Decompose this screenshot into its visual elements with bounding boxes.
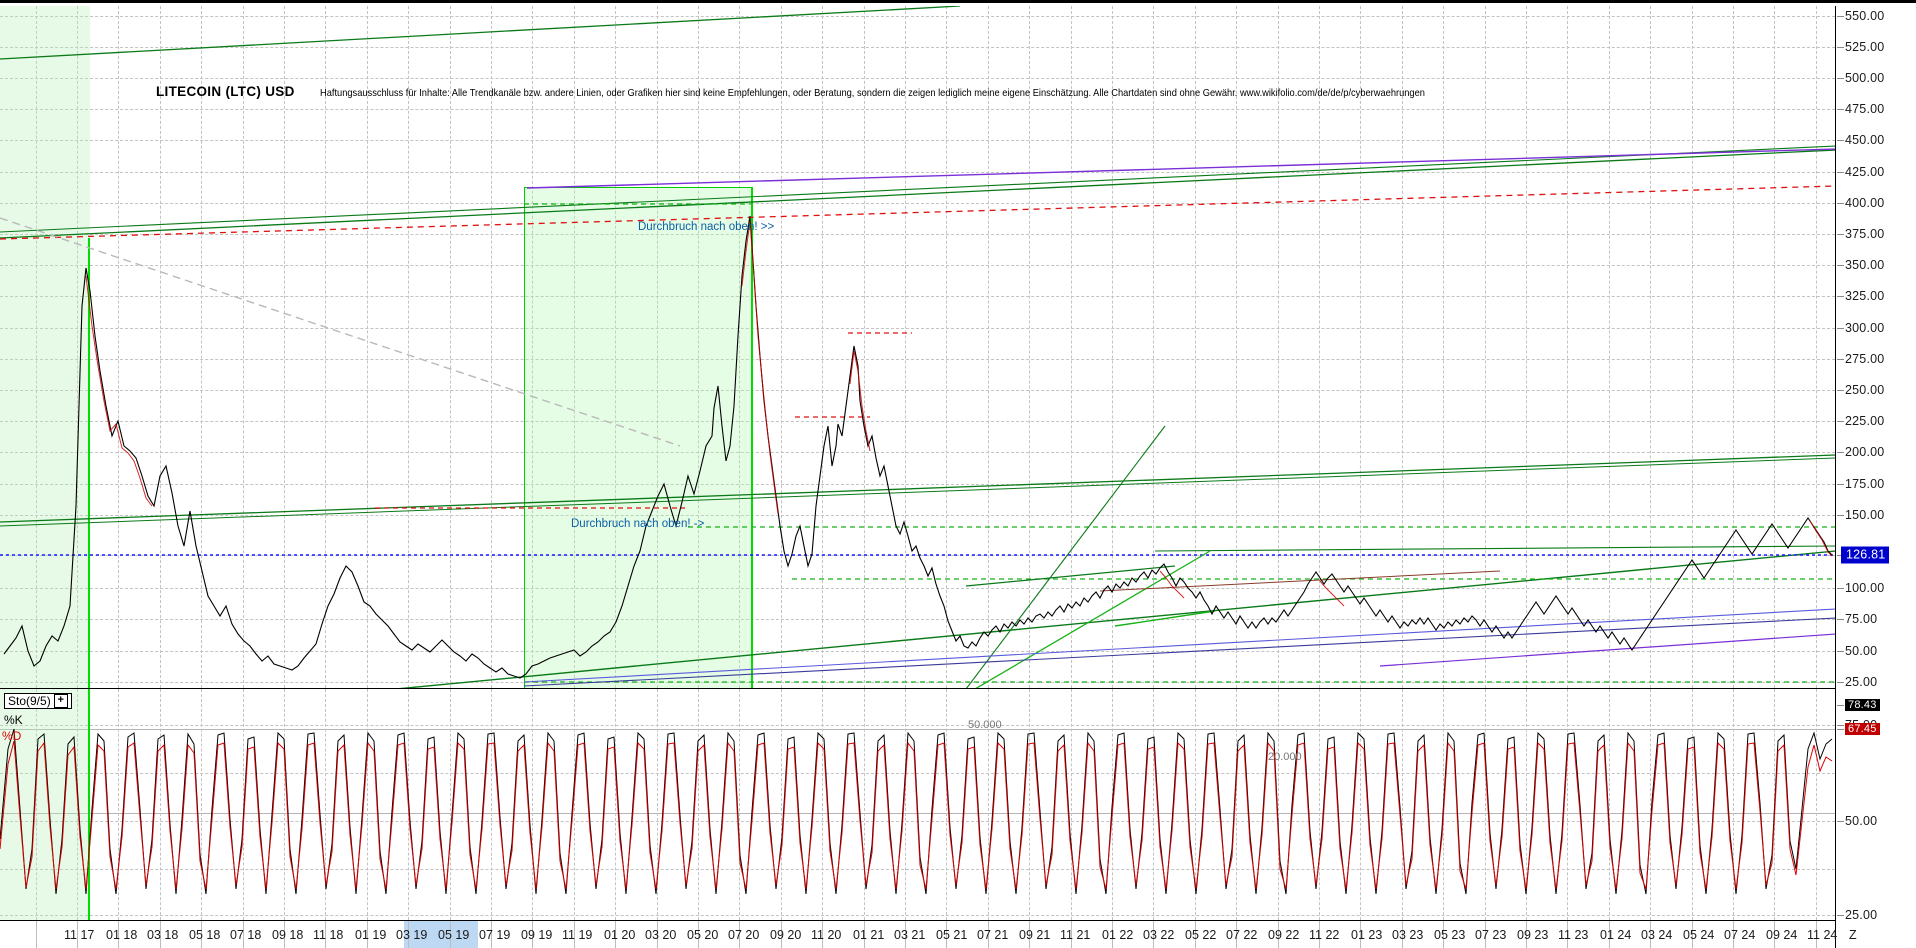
time-axis-label-last: Z — [1849, 928, 1857, 942]
price-axis-label: 275.00 — [1845, 352, 1885, 366]
time-axis-label: 05 21 — [936, 928, 968, 942]
time-axis-label: 01 18 — [106, 928, 138, 942]
sto-highlight-zone — [0, 689, 90, 920]
price-axis-label: 175.00 — [1845, 477, 1885, 491]
time-axis-label: 11 20 — [811, 928, 842, 942]
time-axis-label: 03 22 — [1143, 928, 1175, 942]
annotation-breakout-1: Durchbruch nach oben! >> — [638, 221, 775, 233]
price-axis-label: 50.00 — [1845, 644, 1878, 658]
time-axis[interactable]: 11 17 01 18 03 18 05 18 07 18 09 18 11 1… — [0, 921, 1857, 948]
indicator-k-value: 78.43 — [1845, 699, 1880, 711]
current-price-badge: 126.81 — [1841, 546, 1890, 564]
time-axis-label: 07 20 — [728, 928, 760, 942]
highlight-box-breakout — [524, 187, 752, 688]
indicator-name: Sto(9/5) — [8, 694, 51, 708]
disclaimer-text: Haftungsausschluss für Inhalte: Alle Tre… — [320, 87, 1425, 99]
price-axis-label: 500.00 — [1845, 71, 1885, 85]
price-axis-label: 425.00 — [1845, 165, 1885, 179]
price-axis-label: 150.00 — [1845, 508, 1885, 522]
marker-line-1 — [88, 238, 90, 688]
time-axis-label: 07 24 — [1724, 928, 1756, 942]
indicator-scale-20: 20.000 — [1268, 751, 1302, 763]
time-axis-label: 03 18 — [147, 928, 179, 942]
indicator-series-d-label: %D — [2, 729, 22, 743]
indicator-scale-50: 50.000 — [968, 719, 1002, 731]
indicator-axis-label: 25.00 — [1845, 908, 1878, 922]
indicator-axis-label: 50.00 — [1845, 814, 1878, 828]
time-axis-label: 05 19 — [438, 928, 470, 942]
price-axis-label: 475.00 — [1845, 102, 1885, 116]
price-axis-label: 525.00 — [1845, 40, 1885, 54]
price-axis-label: 250.00 — [1845, 383, 1885, 397]
time-axis-label: 07 21 — [977, 928, 1009, 942]
time-axis-label: 03 21 — [894, 928, 926, 942]
time-axis-label: 05 18 — [189, 928, 221, 942]
time-axis-label: 11 24 — [1807, 928, 1838, 942]
time-axis-label: 05 20 — [687, 928, 719, 942]
price-axis-label: 225.00 — [1845, 414, 1885, 428]
time-axis-label: 11 19 — [562, 928, 593, 942]
time-axis-label: 09 23 — [1517, 928, 1549, 942]
time-axis-label: 07 18 — [230, 928, 262, 942]
time-axis-label: 09 18 — [272, 928, 304, 942]
indicator-axis[interactable]: 78.43 75.00 67.45 50.00 25.00 — [1837, 689, 1916, 922]
time-axis-label: 11 17 — [64, 928, 95, 942]
trendline-overlay — [0, 6, 1835, 688]
price-axis-label: 100.00 — [1845, 581, 1885, 595]
time-axis-label: 01 23 — [1351, 928, 1383, 942]
page-title: LITECOIN (LTC) USD — [156, 84, 295, 99]
indicator-series-k-label: %K — [4, 713, 23, 727]
sto-marker-line — [88, 689, 90, 920]
time-axis-label: 11 21 — [1060, 928, 1091, 942]
annotation-breakout-2: Durchbruch nach oben! -> — [571, 518, 705, 530]
time-axis-label: 03 23 — [1392, 928, 1424, 942]
price-axis-label: 350.00 — [1845, 258, 1885, 272]
indicator-d-value: 67.45 — [1845, 723, 1880, 735]
time-axis-label: 09 21 — [1019, 928, 1051, 942]
time-axis-label: 01 22 — [1102, 928, 1134, 942]
time-axis-label: 09 22 — [1268, 928, 1300, 942]
price-axis-label: 550.00 — [1845, 9, 1885, 23]
time-axis-label: 09 20 — [770, 928, 802, 942]
time-axis-label: 07 22 — [1226, 928, 1258, 942]
time-axis-label: 01 24 — [1600, 928, 1632, 942]
price-chart-panel[interactable]: LITECOIN (LTC) USD Haftungsausschluss fü… — [0, 6, 1836, 689]
time-axis-label: 01 21 — [853, 928, 885, 942]
time-axis-label: 11 22 — [1309, 928, 1340, 942]
time-axis-label: 09 24 — [1766, 928, 1798, 942]
price-axis-label: 300.00 — [1845, 321, 1885, 335]
price-axis-label: 375.00 — [1845, 227, 1885, 241]
time-axis-label: 05 23 — [1434, 928, 1466, 942]
time-axis-label: 03 24 — [1641, 928, 1673, 942]
highlight-zone-left — [0, 6, 90, 688]
time-axis-selection — [404, 921, 478, 948]
time-axis-label: 07 19 — [479, 928, 511, 942]
time-axis-label: 03 20 — [645, 928, 677, 942]
marker-line-2 — [751, 187, 753, 688]
stochastic-panel[interactable]: Sto(9/5) + %K %D 80.000 50.000 20.000 — [0, 689, 1836, 921]
time-axis-label: 09 19 — [521, 928, 553, 942]
price-axis-label: 325.00 — [1845, 289, 1885, 303]
time-axis-label: 05 24 — [1683, 928, 1715, 942]
time-axis-label: 01 20 — [604, 928, 636, 942]
time-axis-label: 01 19 — [355, 928, 387, 942]
plus-icon[interactable]: + — [53, 694, 68, 708]
stochastic-series-overlay — [0, 728, 1833, 895]
indicator-legend[interactable]: Sto(9/5) + — [4, 693, 72, 709]
time-axis-label: 07 23 — [1475, 928, 1507, 942]
price-axis-label: 75.00 — [1845, 612, 1878, 626]
price-axis-label: 25.00 — [1845, 675, 1878, 689]
price-axis[interactable]: 550.00 525.00 500.00 475.00 450.00 425.0… — [1837, 6, 1916, 689]
time-axis-label: 11 18 — [313, 928, 344, 942]
time-axis-label: 05 22 — [1185, 928, 1217, 942]
time-axis-label: 11 23 — [1558, 928, 1589, 942]
time-axis-label: 03 19 — [396, 928, 428, 942]
price-axis-label: 200.00 — [1845, 445, 1885, 459]
price-axis-label: 450.00 — [1845, 133, 1885, 147]
price-axis-label: 400.00 — [1845, 196, 1885, 210]
